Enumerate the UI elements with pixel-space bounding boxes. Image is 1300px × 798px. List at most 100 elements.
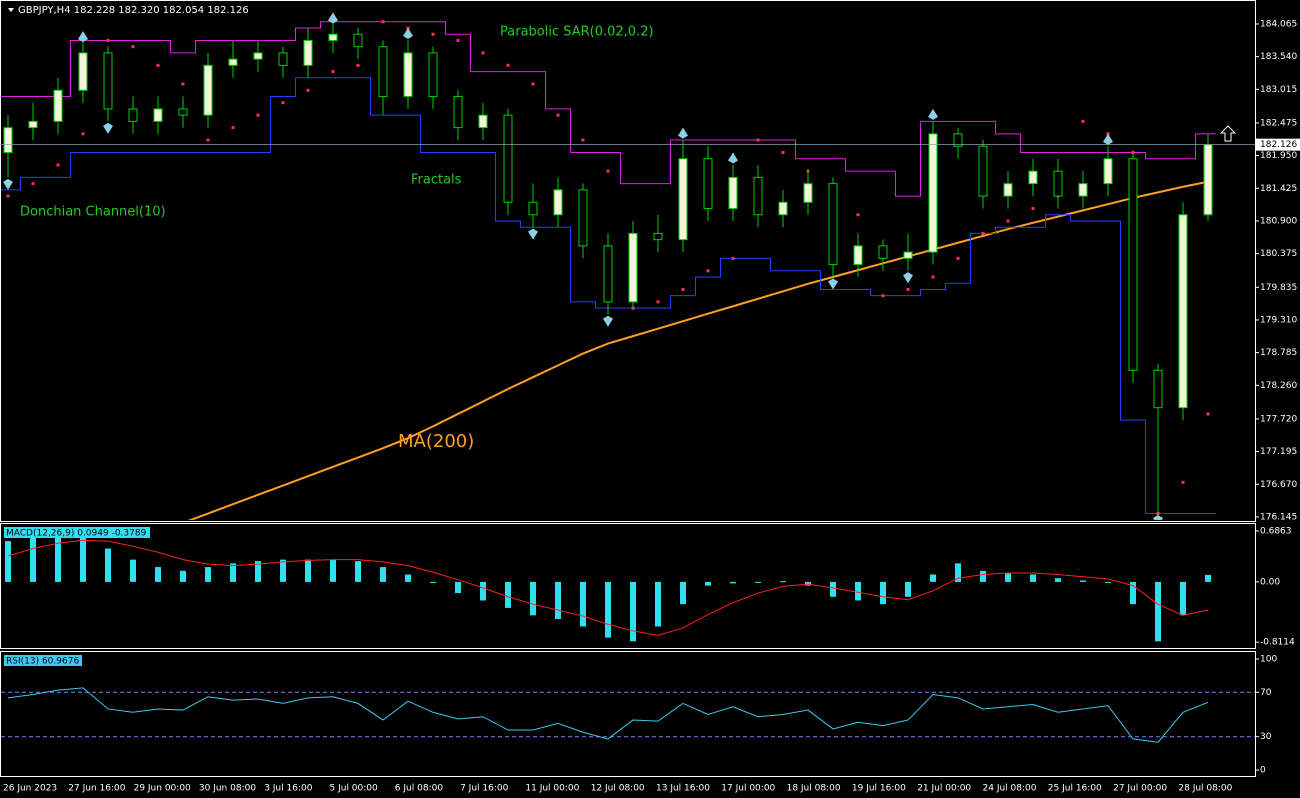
fractal-arrow <box>728 152 738 164</box>
macd-bar <box>905 581 911 597</box>
sar-dot <box>206 138 210 142</box>
x-tick-label: 17 Jul 00:00 <box>721 784 775 794</box>
fractal-arrow <box>328 12 338 24</box>
sar-dot <box>356 63 360 67</box>
candle-body <box>228 58 238 66</box>
y-tick-label: 180.900 <box>1260 216 1297 226</box>
macd-bar <box>80 537 86 582</box>
candle-body <box>903 251 913 259</box>
y-tick-label: 179.835 <box>1260 283 1297 293</box>
x-tick-label: 28 Jul 08:00 <box>1178 784 1232 794</box>
macd-bar <box>30 537 36 582</box>
candle-body <box>1203 144 1213 216</box>
macd-bar <box>680 581 686 605</box>
candle-body <box>928 133 938 253</box>
y-tick-label: 180.375 <box>1260 249 1297 259</box>
macd-bar <box>605 581 611 638</box>
macd-bar <box>480 581 486 601</box>
macd-panel-border <box>0 523 1256 649</box>
buy-arrow <box>1219 125 1237 142</box>
last-price-label: 182.126 <box>1260 140 1297 150</box>
fractal-arrow <box>3 178 13 190</box>
sar-dot <box>431 32 435 36</box>
candle-body <box>503 114 513 203</box>
annotation: Donchian Channel(10) <box>20 205 166 220</box>
indicator-label: RSI(13) 60.9676 <box>6 657 79 667</box>
candle-body <box>1028 170 1038 185</box>
macd-bar <box>105 548 111 582</box>
x-tick-label: 24 Jul 08:00 <box>983 784 1037 794</box>
sar-dot <box>856 213 860 217</box>
rsi-line <box>7 687 1209 743</box>
y-tick-label: 177.195 <box>1260 447 1297 457</box>
x-tick-label: 27 Jun 16:00 <box>68 784 125 794</box>
candle-body <box>953 133 963 147</box>
y-tick-label: 178.785 <box>1260 348 1297 358</box>
sar-dot <box>481 51 485 55</box>
fractal-arrow <box>678 127 688 139</box>
macd-bar <box>1030 574 1036 582</box>
candle-body <box>453 95 463 129</box>
y-tick-label: 0 <box>1260 766 1266 776</box>
macd-bar <box>780 581 786 583</box>
sar-dot <box>381 20 385 24</box>
x-tick-label: 30 Jun 08:00 <box>199 784 256 794</box>
y-tick-label: 0.6863 <box>1260 526 1292 536</box>
sar-dot <box>106 38 110 42</box>
candle-body <box>53 89 63 122</box>
rsi-panel-border <box>0 651 1256 777</box>
fractal-arrow <box>828 278 838 290</box>
y-tick-label: 30 <box>1260 732 1272 742</box>
donchian-lower <box>1 77 1216 515</box>
macd-bar <box>830 581 836 597</box>
macd-bar <box>230 563 236 582</box>
sar-dot <box>956 256 960 260</box>
candle-body <box>553 189 563 216</box>
macd-bar <box>580 581 586 627</box>
candle-body <box>253 52 263 60</box>
y-tick-label: 100 <box>1260 654 1277 664</box>
y-tick-label: 184.065 <box>1260 19 1297 29</box>
macd-bar <box>455 581 461 594</box>
macd-bar <box>1130 581 1136 605</box>
sar-dot <box>981 231 985 235</box>
y-tick-label: 177.720 <box>1260 414 1297 424</box>
x-tick-label: 12 Jul 08:00 <box>591 784 645 794</box>
y-tick-label: 181.950 <box>1260 151 1297 161</box>
macd-bar <box>1105 581 1111 583</box>
x-tick-label: 6 Jul 08:00 <box>395 784 444 794</box>
candle-body <box>828 183 838 266</box>
macd-bar <box>130 559 136 582</box>
x-tick-label: 19 Jul 16:00 <box>852 784 906 794</box>
candle-body <box>728 176 738 210</box>
sar-dot <box>231 126 235 130</box>
sar-dot <box>706 269 710 273</box>
x-tick-label: 5 Jul 00:00 <box>330 784 379 794</box>
candle-body <box>578 189 588 247</box>
sar-dot <box>406 26 410 30</box>
candle-body <box>678 158 688 241</box>
macd-bar <box>705 581 711 586</box>
macd-bar <box>1005 573 1011 582</box>
sar-dot <box>681 287 685 291</box>
candle-body <box>478 114 488 129</box>
macd-bar <box>5 541 11 582</box>
macd-bar <box>1180 581 1186 616</box>
sar-dot <box>1031 207 1035 211</box>
fractal-arrow <box>1153 514 1163 520</box>
macd-bar <box>55 537 61 582</box>
candle-body <box>603 245 613 303</box>
macd-bar <box>505 581 511 608</box>
sar-dot <box>756 138 760 142</box>
sar-dot <box>331 70 335 74</box>
y-tick-label: 70 <box>1260 688 1272 698</box>
candle-body <box>28 120 38 129</box>
fractal-arrow <box>78 31 88 43</box>
macd-bar <box>1205 574 1211 582</box>
fractal-arrow <box>928 108 938 120</box>
main-panel-border <box>0 0 1256 522</box>
x-tick-label: 18 Jul 08:00 <box>787 784 841 794</box>
macd-bar <box>530 581 536 616</box>
candle-body <box>978 145 988 197</box>
candle-body <box>1128 158 1138 371</box>
